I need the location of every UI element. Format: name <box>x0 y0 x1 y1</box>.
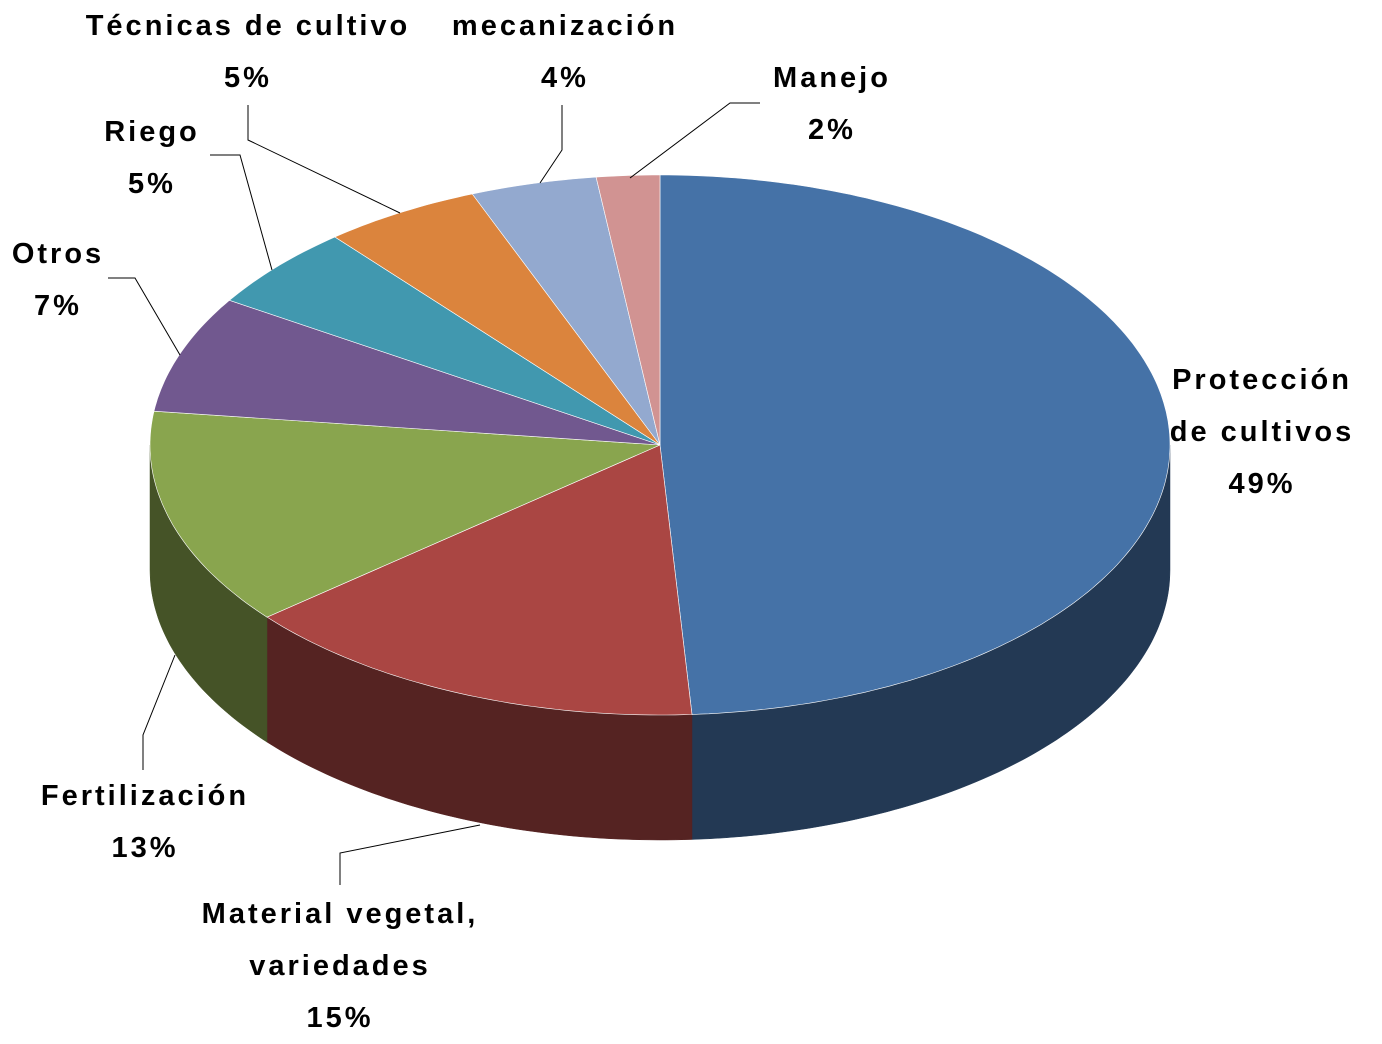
category-name: Protección de cultivos <box>1169 364 1355 448</box>
percent-label: 49% <box>1228 468 1296 500</box>
slice <box>659 174 1171 715</box>
leader-line <box>210 154 273 271</box>
slice <box>153 299 661 446</box>
category-name: Fertilización <box>40 780 250 812</box>
category-name: Material vegetal, variedades <box>201 898 479 982</box>
percent-label: 15% <box>306 1002 374 1034</box>
slice <box>471 176 661 446</box>
data-label: Material vegetal, variedades 15% <box>160 888 520 1044</box>
leader-line <box>539 105 563 184</box>
category-name: Riego <box>104 116 200 148</box>
category-name: Manejo <box>773 62 891 94</box>
percent-label: 7% <box>34 290 82 322</box>
category-name: Técnicas de cultivo <box>85 10 411 42</box>
percent-label: 5% <box>128 168 176 200</box>
slice <box>595 174 661 446</box>
leader-line <box>142 654 176 770</box>
data-label: Protección de cultivos 49% <box>1157 354 1367 510</box>
data-label: Otros 7% <box>0 228 118 332</box>
category-name: Otros <box>11 238 105 270</box>
leader-line <box>247 105 401 214</box>
data-label: mecanización 4% <box>435 0 695 104</box>
data-label: Riego 5% <box>92 106 212 210</box>
slice <box>149 410 661 618</box>
leader-line <box>339 824 481 885</box>
slice <box>334 193 661 446</box>
leader-line <box>108 277 181 356</box>
leader-line <box>629 102 760 179</box>
percent-label: 5% <box>224 62 272 94</box>
slice <box>228 236 661 446</box>
data-label: Manejo 2% <box>732 52 932 156</box>
data-label: Técnicas de cultivo 5% <box>58 0 438 104</box>
percent-label: 13% <box>111 832 179 864</box>
data-label: Fertilización 13% <box>15 770 275 874</box>
percent-label: 4% <box>541 62 589 94</box>
slice <box>266 444 693 716</box>
percent-label: 2% <box>808 114 856 146</box>
category-name: mecanización <box>451 10 679 42</box>
